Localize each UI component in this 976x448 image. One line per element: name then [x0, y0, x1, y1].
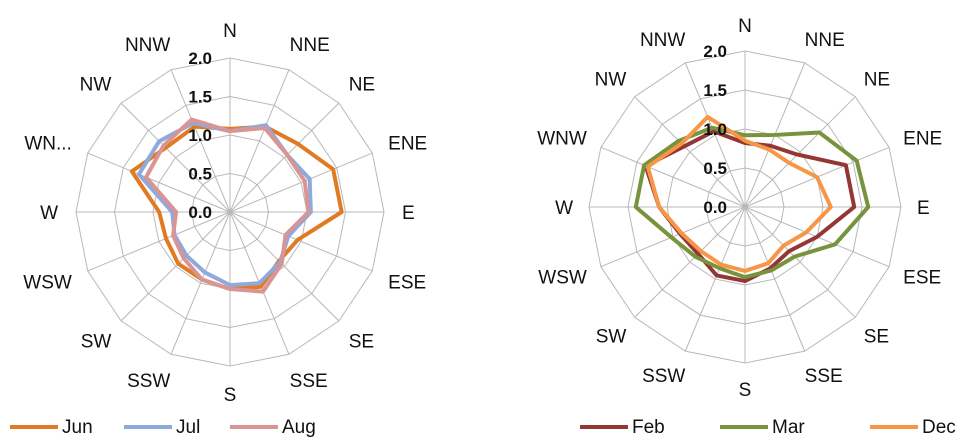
direction-label: E [402, 203, 415, 224]
legend-label: Aug [282, 417, 316, 438]
grid-spoke [744, 96, 856, 208]
direction-label: SW [81, 332, 112, 353]
direction-label: ENE [388, 133, 427, 154]
series-line-dec [645, 114, 833, 273]
direction-label: ENE [903, 128, 942, 149]
grid-spoke [600, 146, 746, 208]
direction-label: WNW [537, 128, 587, 149]
grid-spoke [229, 69, 290, 213]
grid-spoke [229, 102, 340, 213]
radial-tick-label: 0.5 [188, 165, 212, 184]
radial-tick-label: 0.0 [188, 203, 212, 222]
radial-tick-label: 1.5 [703, 81, 727, 100]
direction-label: NW [80, 74, 112, 95]
grid-spoke [87, 152, 231, 213]
series-line-aug [144, 117, 311, 294]
direction-label: N [223, 21, 237, 42]
direction-label: NNW [125, 35, 170, 56]
grid-spoke [634, 96, 746, 208]
legend-label: Jun [62, 417, 93, 438]
grid-spoke [120, 102, 231, 213]
direction-label: ESE [388, 273, 426, 294]
direction-label: SE [349, 332, 374, 353]
grid-spoke [634, 206, 746, 318]
radial-tick-label: 1.5 [188, 88, 212, 107]
grid-spoke [120, 211, 231, 322]
radial-tick-label: 1.0 [188, 126, 212, 145]
grid-spoke [744, 206, 806, 352]
grid-spoke [170, 211, 231, 355]
legend-label: Mar [772, 417, 805, 438]
direction-label: NNW [640, 30, 685, 51]
direction-label: SSW [642, 366, 685, 387]
direction-label: N [738, 16, 752, 37]
direction-label: SE [864, 327, 889, 348]
series-line-mar [633, 125, 871, 280]
direction-label: S [224, 385, 237, 406]
grid-spoke [744, 206, 856, 318]
wind-rose-right: 0.0 0.5 1.0 1.5 2.0 N NNE NE ENE E ESE SE SSE S SSW SW W… [537, 16, 956, 438]
series-line-jul [136, 121, 313, 288]
grid-spoke [170, 69, 231, 213]
direction-label: E [917, 198, 930, 219]
grid-spoke [229, 152, 373, 213]
grid-spoke [229, 211, 373, 272]
direction-label: S [739, 380, 752, 401]
direction-label: SW [596, 327, 627, 348]
direction-label: WSW [23, 273, 72, 294]
direction-label: WSW [538, 268, 587, 289]
direction-label: W [40, 203, 58, 224]
grid-spoke [684, 206, 746, 352]
grid-spoke [87, 211, 231, 272]
direction-label: NE [349, 74, 375, 95]
direction-label: ESE [903, 268, 941, 289]
direction-label: NNE [290, 35, 330, 56]
legend-label: Feb [632, 417, 665, 438]
direction-label: NW [595, 69, 627, 90]
radial-tick-label: 0.5 [703, 159, 727, 178]
legend-label: Dec [922, 417, 956, 438]
wind-rose-left: 0.0 0.5 1.0 1.5 2.0 N NNE NE ENE E ESE SE SSE S SSW SW W… [10, 21, 427, 438]
radial-tick-label: 0.0 [703, 198, 727, 217]
legend-label: Jul [176, 417, 200, 438]
direction-label: SSW [127, 371, 170, 392]
radial-tick-label: 2.0 [703, 42, 727, 61]
grid-spoke [684, 62, 746, 208]
direction-label: SSE [290, 371, 328, 392]
radial-tick-label: 1.0 [703, 120, 727, 139]
direction-label: NE [864, 69, 890, 90]
grid-spoke [229, 211, 340, 322]
direction-label: WN... [24, 133, 72, 154]
direction-label: W [555, 198, 573, 219]
radial-tick-label: 2.0 [188, 49, 212, 68]
direction-label: SSE [805, 366, 843, 387]
direction-label: NNE [805, 30, 845, 51]
